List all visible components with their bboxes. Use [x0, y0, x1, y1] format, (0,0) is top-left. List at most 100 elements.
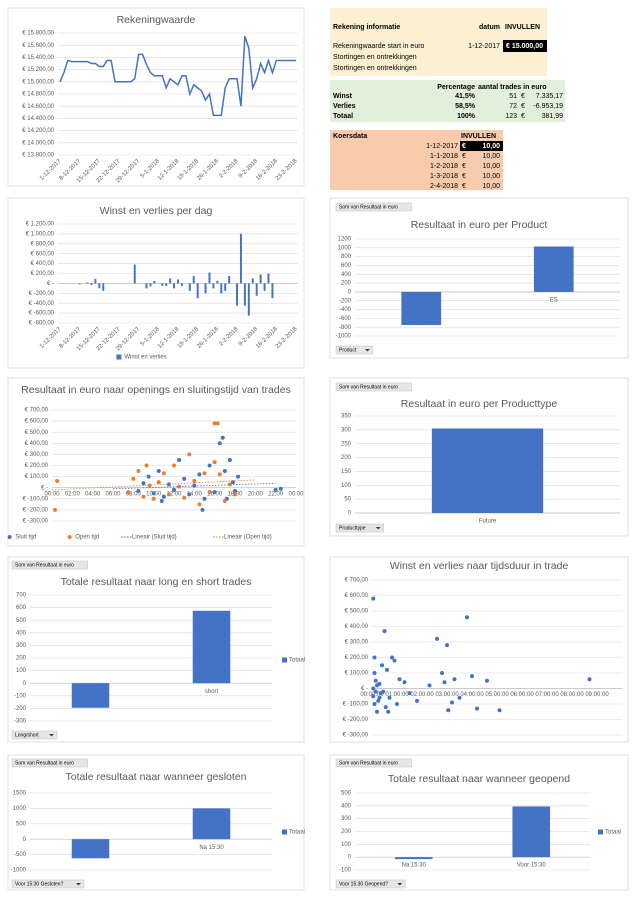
scatter-point — [131, 476, 136, 481]
dropdown-icon — [375, 527, 381, 530]
table-background — [330, 130, 503, 190]
button-label: Voor 15:30 Gesloten? — [15, 882, 64, 888]
y-tick-label: € 500,00 — [25, 430, 49, 436]
chart-title: Winst en verlies naar tijdsduur in trade — [390, 560, 569, 572]
chart-title: Resultaat in euro per Product — [411, 219, 548, 231]
x-tick-label: 22:00 — [268, 491, 284, 497]
scatter-point — [371, 596, 376, 601]
chart-panel — [7, 377, 305, 547]
scatter-point — [375, 683, 379, 688]
field-button — [335, 202, 412, 212]
x-tick-label: 08:00 — [126, 491, 142, 497]
scatter-point — [217, 472, 222, 477]
chart-title: Resultaat in euro naar openings en sluit… — [21, 384, 291, 396]
y-tick-label: € 800,00 — [31, 241, 55, 247]
line — [59, 35, 297, 117]
scatter-point — [457, 695, 462, 700]
y-tick-label: € -100,00 — [23, 496, 49, 502]
bar — [236, 283, 238, 306]
scatter-point — [442, 680, 447, 685]
y-tick-label: 700 — [16, 593, 27, 599]
scatter-point — [397, 677, 402, 682]
table-cell: € — [462, 143, 466, 150]
y-tick-label: € - — [41, 485, 48, 491]
x-tick-label: 12:00 — [166, 491, 182, 497]
scatter-point — [395, 702, 399, 706]
y-tick-label: 500 — [16, 821, 27, 827]
chart-panel — [7, 754, 305, 891]
bar — [192, 610, 231, 684]
scatter-point — [55, 479, 60, 484]
y-tick-label: € 1.000,00 — [26, 231, 55, 237]
scatter-point — [172, 463, 176, 468]
y-tick-label: € 100,00 — [25, 474, 49, 480]
y-tick-label: 300 — [341, 427, 352, 433]
legend-swatch — [7, 535, 12, 539]
y-tick-label: 200 — [16, 656, 27, 662]
y-tick-label: € -600,00 — [29, 311, 55, 317]
scatter-point — [377, 695, 382, 700]
bar — [90, 283, 93, 285]
bar — [71, 683, 110, 708]
legend-swatch — [67, 535, 72, 539]
bar — [255, 283, 258, 296]
y-tick-label: € -200,00 — [23, 507, 49, 513]
bar — [192, 808, 231, 840]
filter-button — [335, 345, 374, 355]
scatter-point — [136, 469, 141, 474]
bar — [78, 283, 81, 285]
dropdown-icon — [49, 734, 54, 737]
legend-label: Lineair (Open tijd) — [224, 535, 272, 541]
y-tick-label: € 14.200,00 — [22, 128, 54, 134]
legend-label: Sluit tijd — [15, 535, 36, 541]
filter-button — [11, 879, 85, 889]
y-tick-label: 200 — [341, 281, 352, 287]
y-tick-label: € - — [47, 281, 54, 287]
table-cell: 10,00 — [482, 153, 500, 160]
y-tick-label: € 400,00 — [25, 441, 49, 447]
y-tick-label: 800 — [341, 254, 352, 260]
table-cell: 41,5% — [455, 93, 476, 100]
table-header: aantal trades in euro — [478, 84, 546, 91]
scatter-point — [371, 694, 376, 699]
y-tick-label: € 15.400,00 — [22, 55, 54, 61]
chart-panel — [329, 754, 629, 891]
scatter-point — [375, 709, 379, 714]
button-label: Som van Resultaat in euro — [15, 761, 74, 767]
scatter-point — [147, 483, 152, 488]
table-cell: Winst — [333, 93, 353, 100]
scatter-point — [141, 494, 146, 499]
y-tick-label: € -300,00 — [343, 733, 369, 739]
legend-label: Totaal — [605, 830, 621, 836]
y-tick-label: 400 — [341, 272, 352, 278]
field-button — [11, 560, 88, 570]
x-tick-label: 26-1-2018 — [196, 158, 220, 182]
chart-panel — [329, 556, 629, 743]
y-tick-label: € 500,00 — [345, 609, 369, 615]
scatter-point — [200, 507, 205, 512]
scatter-point — [452, 677, 457, 682]
scatter-point — [212, 460, 217, 465]
scatter-point — [372, 655, 377, 660]
table-cell: € — [521, 113, 525, 120]
x-tick-label: 2-2-2018 — [218, 158, 240, 180]
y-tick-label: € 15.000,00 — [22, 79, 54, 85]
scatter-point — [440, 671, 444, 675]
scatter-point — [144, 463, 149, 468]
scatter-point — [382, 629, 387, 634]
filter-button — [11, 730, 58, 740]
bar — [259, 274, 262, 284]
table-cell: 58,5% — [455, 103, 476, 110]
bar — [145, 283, 148, 289]
y-tick-label: 600 — [16, 605, 27, 611]
bar — [94, 278, 97, 284]
bar — [188, 283, 191, 291]
scatter-point — [227, 482, 232, 487]
table-cell: Verlies — [333, 103, 356, 110]
bar — [71, 839, 110, 859]
bar — [247, 283, 250, 316]
scatter-point — [587, 677, 592, 682]
table-cell: 10,00 — [482, 183, 500, 190]
y-tick-label: € 600,00 — [345, 593, 369, 599]
table-cell: -6.953,19 — [533, 103, 563, 110]
